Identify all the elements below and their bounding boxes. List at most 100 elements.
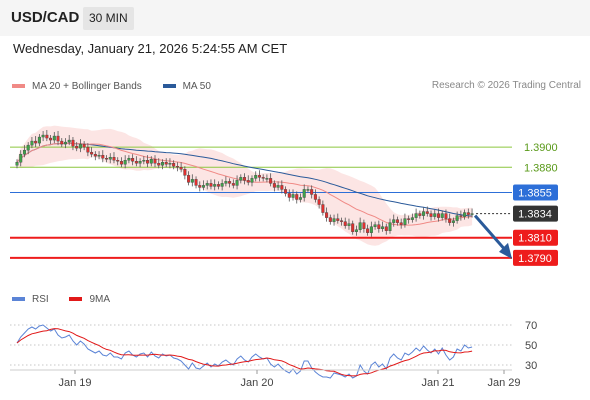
level-label-bg-2 — [513, 184, 558, 201]
legend-item-ma50: MA 50 — [162, 81, 211, 92]
rsi-ma-line — [16, 328, 473, 377]
candle — [228, 181, 232, 184]
candle — [190, 179, 194, 183]
candle — [261, 177, 265, 179]
candle — [194, 179, 198, 186]
candle — [440, 213, 444, 218]
candle — [388, 222, 392, 231]
candle — [78, 143, 82, 149]
forecast-arrow — [473, 214, 508, 252]
candle — [381, 226, 385, 229]
candle — [343, 221, 347, 226]
candle — [436, 213, 440, 218]
candle — [90, 151, 94, 155]
candle — [116, 160, 120, 162]
x-tick-label-1: Jan 20 — [240, 377, 273, 389]
candle — [321, 204, 325, 213]
candle — [71, 139, 75, 147]
ma50-line — [16, 142, 473, 217]
candle — [407, 218, 411, 220]
candle — [306, 189, 310, 191]
candle — [49, 137, 53, 141]
candle — [444, 213, 448, 219]
candle — [160, 162, 164, 166]
candle — [82, 143, 86, 148]
candle — [213, 184, 217, 187]
candle — [257, 175, 261, 178]
candle — [131, 158, 135, 162]
candle — [291, 194, 295, 198]
candle — [250, 178, 254, 183]
candle — [205, 183, 209, 186]
candle — [455, 215, 459, 221]
candle — [246, 180, 250, 183]
candle — [269, 178, 273, 184]
level-label-bg-3 — [513, 205, 558, 222]
candle — [354, 229, 358, 232]
candle — [235, 180, 239, 186]
candle — [298, 197, 302, 200]
candle — [153, 159, 157, 164]
candle — [220, 183, 224, 187]
chart-header: USD/CAD 30 MIN — [0, 0, 590, 36]
candle — [86, 146, 90, 153]
candle — [97, 154, 101, 157]
candle — [157, 163, 161, 166]
candle — [422, 211, 426, 216]
candle — [52, 135, 56, 141]
level-label-2: 1.3855 — [518, 187, 552, 199]
candle — [105, 158, 109, 160]
candle — [373, 224, 377, 227]
x-tick-label-0: Jan 19 — [58, 377, 91, 389]
candle — [369, 226, 373, 233]
candle — [37, 136, 41, 144]
legend-label-9ma: 9MA — [89, 293, 111, 305]
price-legend: MA 20 + Bollinger Bands MA 50 — [12, 80, 229, 92]
candle — [201, 185, 205, 188]
legend-item-rsi: RSI — [12, 294, 49, 305]
candle — [146, 160, 150, 164]
candle — [358, 222, 362, 230]
candle — [377, 224, 381, 229]
candle — [284, 189, 288, 194]
candle — [60, 140, 64, 145]
candle — [112, 156, 116, 161]
candle — [45, 134, 49, 139]
candle — [134, 161, 138, 164]
candle — [429, 213, 433, 217]
candle — [302, 189, 306, 198]
candle — [198, 185, 202, 188]
candle — [108, 156, 112, 160]
legend-label-ma20: MA 20 + Bollinger Bands — [32, 80, 142, 92]
credit-text: Research © 2026 Trading Central — [431, 80, 581, 91]
candle — [451, 220, 455, 223]
forecast-arrowhead — [499, 242, 512, 259]
candle — [168, 163, 172, 165]
candle — [15, 162, 19, 166]
level-label-0: 1.3900 — [524, 142, 558, 154]
candle — [276, 185, 280, 188]
level-label-1: 1.3880 — [524, 162, 558, 174]
symbol-title: USD/CAD — [11, 9, 80, 26]
rsi-tick-label-0: 30 — [525, 360, 537, 372]
candle — [63, 141, 67, 145]
legend-item-ma20: MA 20 + Bollinger Bands — [12, 81, 142, 92]
candle — [19, 153, 23, 163]
candle — [433, 213, 437, 217]
candle — [466, 212, 470, 215]
candle — [187, 175, 191, 183]
candle — [310, 189, 314, 195]
chart-datetime: Wednesday, January 21, 2026 5:24:55 AM C… — [13, 41, 288, 56]
candle — [172, 163, 176, 167]
candle — [26, 144, 30, 151]
candle — [287, 193, 291, 198]
candle — [209, 183, 213, 187]
candle — [254, 175, 258, 179]
level-label-3: 1.3834 — [518, 209, 552, 221]
candle — [175, 166, 179, 168]
x-tick-label-3: Jan 29 — [487, 377, 520, 389]
candle — [101, 154, 105, 159]
candle — [403, 218, 407, 225]
interval-button[interactable]: 30 MIN — [83, 7, 134, 30]
